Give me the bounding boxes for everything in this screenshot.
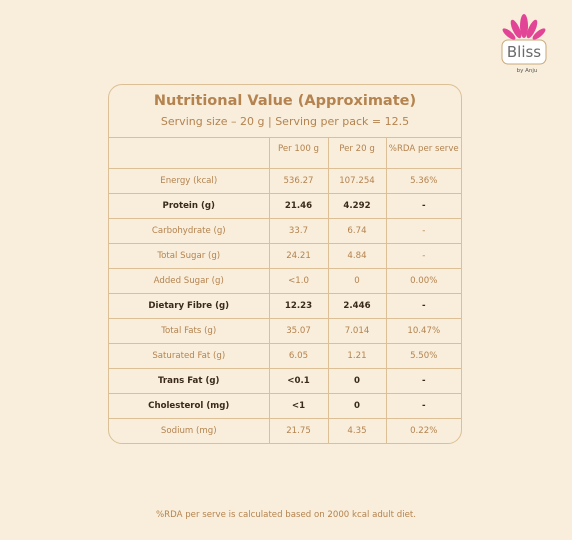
- table-cell: <1: [268, 393, 328, 419]
- table-cell: 21.46: [268, 193, 328, 219]
- table-cell: 2.446: [327, 293, 386, 319]
- table-cell: 0: [327, 368, 386, 394]
- table-cell: 24.21: [268, 243, 328, 269]
- table-row: Carbohydrate (g) 33.7 6.74-: [109, 218, 461, 244]
- subtitle: Serving size – 20 g | Serving per pack =…: [160, 115, 410, 128]
- table-row: Saturated Fat (g) 6.05 1.21 5.50%: [109, 343, 461, 369]
- table-cell: -: [385, 218, 461, 244]
- table-cell: -: [385, 243, 461, 269]
- table-cell: 5.36%: [385, 168, 461, 194]
- table-cell: Total Sugar (g): [109, 243, 269, 269]
- table-cell: 21.75: [268, 418, 328, 443]
- table-row: Trans Fat (g) <0.1 0-: [109, 368, 461, 394]
- table-row: Dietary Fibre (g) 12.23 2.446-: [109, 293, 461, 319]
- table-cell: -: [385, 368, 461, 394]
- table-row: Added Sugar (g) <1.0 0 0.00%: [109, 268, 461, 294]
- table-cell: Added Sugar (g): [109, 268, 269, 294]
- header-cell: %RDA per serve: [385, 137, 461, 169]
- table-cell: Protein (g): [109, 193, 269, 219]
- header-row: Per 100 g Per 20 g %RDA per serve: [109, 137, 461, 169]
- header-cell: [109, 137, 269, 169]
- nutrition-table: Per 100 g Per 20 g %RDA per serve Energy (k…: [109, 137, 461, 443]
- footnote: %RDA per serve is calculated based on 20…: [156, 510, 416, 520]
- logo: Bliss by Anju: [501, 14, 547, 74]
- table-cell: 107.254: [327, 168, 386, 194]
- table-cell: 6.74: [327, 218, 386, 244]
- table-cell: <1.0: [268, 268, 328, 294]
- logo-name: Bliss: [507, 43, 541, 61]
- table-row: Total Fats (g) 35.07 7.014 10.47%: [109, 318, 461, 344]
- table-cell: Dietary Fibre (g): [109, 293, 269, 319]
- table-cell: 10.47%: [385, 318, 461, 344]
- table-cell: 0: [327, 268, 386, 294]
- table-row: Protein (g) 21.46 4.292-: [109, 193, 461, 219]
- table-row: Total Sugar (g) 24.21 4.84-: [109, 243, 461, 269]
- table-cell: Carbohydrate (g): [109, 218, 269, 244]
- table-cell: -: [385, 193, 461, 219]
- table-cell: 4.35: [327, 418, 386, 443]
- table-cell: 35.07: [268, 318, 328, 344]
- table-row: Cholesterol (mg) <1 0-: [109, 393, 461, 419]
- table-cell: Energy (kcal): [109, 168, 269, 194]
- header-cell: Per 20 g: [327, 137, 386, 169]
- table-row: Energy (kcal) 536.27 107.254 5.36%: [109, 168, 461, 194]
- table-cell: 12.23: [268, 293, 328, 319]
- table-cell: Sodium (mg): [109, 418, 269, 443]
- table-row: Sodium (mg) 21.75 4.35 0.22%: [109, 418, 461, 443]
- table-cell: 4.84: [327, 243, 386, 269]
- table-cell: 7.014: [327, 318, 386, 344]
- table-cell: 536.27: [268, 168, 328, 194]
- table-cell: 0.22%: [385, 418, 461, 443]
- table-cell: 4.292: [327, 193, 386, 219]
- header-cell: Per 100 g: [268, 137, 328, 169]
- table-cell: <0.1: [268, 368, 328, 394]
- table-cell: -: [385, 393, 461, 419]
- table-cell: -: [385, 293, 461, 319]
- title: Nutritional Value (Approximate): [153, 93, 417, 109]
- table-cell: 33.7: [268, 218, 328, 244]
- table-cell: 0: [327, 393, 386, 419]
- table-cell: Trans Fat (g): [109, 368, 269, 394]
- table-cell: Cholesterol (mg): [109, 393, 269, 419]
- table-cell: 6.05: [268, 343, 328, 369]
- table-cell: 1.21: [327, 343, 386, 369]
- table-cell: 5.50%: [385, 343, 461, 369]
- logo-tagline: by Anju: [517, 68, 538, 74]
- table-cell: Total Fats (g): [109, 318, 269, 344]
- table-cell: Saturated Fat (g): [109, 343, 269, 369]
- nutrition-panel: Nutritional Value (Approximate) Serving …: [108, 84, 462, 444]
- table-cell: 0.00%: [385, 268, 461, 294]
